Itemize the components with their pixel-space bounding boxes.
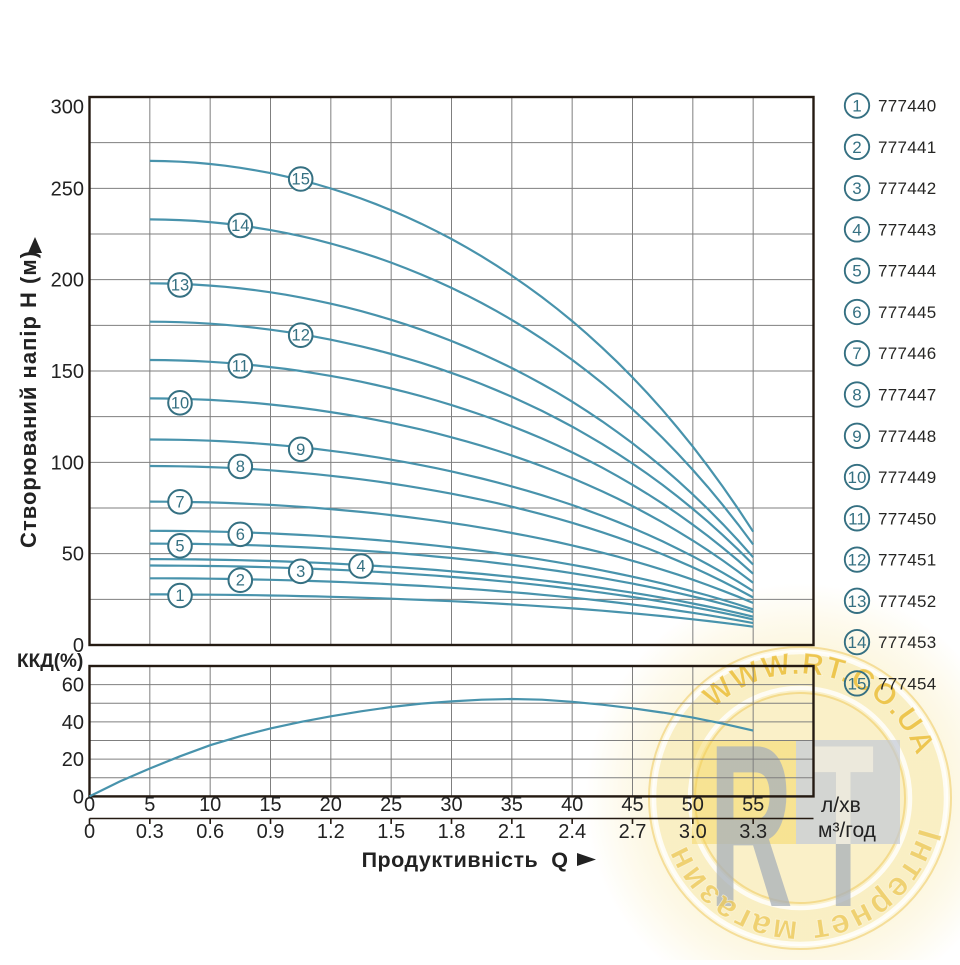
svg-text:15: 15 — [292, 171, 310, 189]
svg-text:1.8: 1.8 — [438, 821, 466, 843]
svg-text:6: 6 — [852, 303, 861, 322]
svg-text:10: 10 — [848, 468, 867, 487]
svg-text:2.7: 2.7 — [619, 821, 647, 843]
svg-text:9: 9 — [852, 427, 861, 446]
svg-text:200: 200 — [51, 270, 84, 292]
svg-text:15: 15 — [259, 794, 281, 816]
svg-text:777452: 777452 — [878, 592, 937, 611]
svg-text:777450: 777450 — [878, 509, 937, 528]
svg-text:250: 250 — [51, 178, 84, 200]
svg-text:20: 20 — [62, 749, 84, 771]
svg-text:14: 14 — [848, 633, 867, 652]
svg-text:2: 2 — [852, 138, 861, 157]
svg-text:10: 10 — [171, 394, 189, 412]
svg-text:8: 8 — [852, 386, 861, 405]
svg-text:777441: 777441 — [878, 138, 937, 157]
svg-text:777453: 777453 — [878, 633, 937, 652]
svg-text:40: 40 — [62, 712, 84, 734]
svg-text:0: 0 — [73, 635, 84, 657]
svg-text:777454: 777454 — [878, 674, 937, 693]
svg-text:3: 3 — [296, 563, 305, 581]
svg-text:7: 7 — [852, 344, 861, 363]
svg-text:15: 15 — [848, 674, 867, 693]
svg-text:1.2: 1.2 — [317, 821, 345, 843]
svg-text:777442: 777442 — [878, 179, 937, 198]
svg-text:777443: 777443 — [878, 220, 937, 239]
svg-text:ККД(%): ККД(%) — [17, 651, 83, 672]
svg-text:2.1: 2.1 — [498, 821, 526, 843]
svg-text:40: 40 — [561, 794, 583, 816]
svg-text:13: 13 — [848, 592, 867, 611]
svg-text:0.6: 0.6 — [196, 821, 224, 843]
svg-text:1: 1 — [175, 587, 184, 605]
svg-text:50: 50 — [682, 794, 704, 816]
svg-text:10: 10 — [199, 794, 221, 816]
svg-text:777448: 777448 — [878, 427, 937, 446]
svg-text:9: 9 — [296, 441, 305, 459]
svg-text:5: 5 — [144, 794, 155, 816]
svg-text:0: 0 — [84, 794, 95, 816]
svg-text:T: T — [812, 696, 874, 955]
svg-text:777447: 777447 — [878, 386, 937, 405]
svg-text:777444: 777444 — [878, 262, 937, 281]
svg-text:Продуктивність Q: Продуктивність Q — [362, 848, 569, 872]
svg-text:14: 14 — [231, 217, 249, 235]
svg-text:300: 300 — [51, 97, 84, 119]
svg-text:2.4: 2.4 — [558, 821, 586, 843]
svg-text:55: 55 — [742, 794, 764, 816]
svg-text:13: 13 — [171, 276, 189, 294]
svg-text:25: 25 — [380, 794, 402, 816]
svg-text:5: 5 — [175, 537, 184, 555]
svg-text:7: 7 — [175, 493, 184, 511]
svg-text:11: 11 — [848, 509, 866, 528]
svg-text:л/хв: л/хв — [821, 794, 861, 817]
svg-text:6: 6 — [236, 526, 245, 544]
svg-text:45: 45 — [621, 794, 643, 816]
svg-text:60: 60 — [62, 675, 84, 697]
svg-text:5: 5 — [852, 262, 861, 281]
svg-text:50: 50 — [62, 544, 84, 566]
svg-text:Створюваний напір Н (м): Створюваний напір Н (м) — [16, 250, 41, 548]
svg-text:3.0: 3.0 — [679, 821, 707, 843]
svg-text:11: 11 — [232, 358, 249, 376]
svg-text:2: 2 — [236, 572, 245, 590]
svg-text:30: 30 — [440, 794, 462, 816]
svg-text:R: R — [709, 696, 793, 955]
svg-text:1.5: 1.5 — [377, 821, 405, 843]
svg-text:0: 0 — [84, 821, 95, 843]
svg-text:150: 150 — [51, 361, 84, 383]
svg-text:777449: 777449 — [878, 468, 937, 487]
svg-text:4: 4 — [356, 558, 365, 576]
svg-text:0.9: 0.9 — [257, 821, 285, 843]
svg-text:100: 100 — [51, 452, 84, 474]
svg-text:777451: 777451 — [878, 551, 937, 570]
svg-text:3: 3 — [852, 179, 861, 198]
svg-text:777446: 777446 — [878, 344, 937, 363]
svg-text:0.3: 0.3 — [136, 821, 164, 843]
svg-text:777445: 777445 — [878, 303, 937, 322]
svg-text:3.3: 3.3 — [739, 821, 767, 843]
svg-text:20: 20 — [320, 794, 342, 816]
svg-text:0: 0 — [73, 786, 84, 808]
svg-text:4: 4 — [852, 220, 861, 239]
svg-text:12: 12 — [292, 327, 310, 345]
svg-text:777440: 777440 — [878, 97, 937, 116]
svg-text:35: 35 — [501, 794, 523, 816]
svg-text:8: 8 — [236, 458, 245, 476]
svg-text:1: 1 — [852, 97, 861, 116]
svg-text:12: 12 — [848, 551, 867, 570]
svg-text:м³/год: м³/год — [818, 819, 876, 842]
svg-text:T: T — [812, 696, 874, 955]
